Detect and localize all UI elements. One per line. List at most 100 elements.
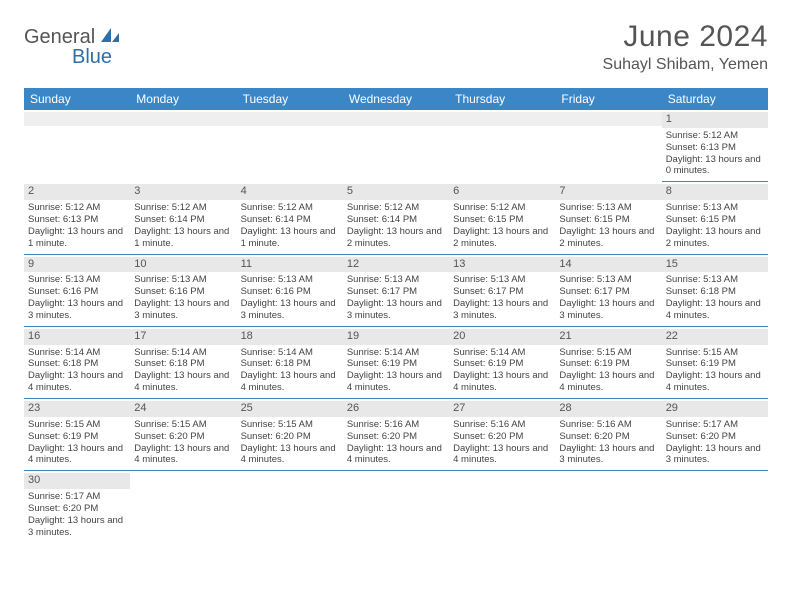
daylight-line: Daylight: 13 hours and 4 minutes. xyxy=(241,370,339,394)
calendar-cell: 21Sunrise: 5:15 AMSunset: 6:19 PMDayligh… xyxy=(555,327,661,399)
month-title: June 2024 xyxy=(603,20,768,54)
daylight-line: Daylight: 13 hours and 2 minutes. xyxy=(666,226,764,250)
sunrise-line: Sunrise: 5:14 AM xyxy=(347,347,445,359)
day-number: 30 xyxy=(24,473,130,489)
sunrise-line: Sunrise: 5:17 AM xyxy=(28,491,126,503)
daylight-line: Daylight: 13 hours and 4 minutes. xyxy=(453,443,551,467)
calendar-cell: 30Sunrise: 5:17 AMSunset: 6:20 PMDayligh… xyxy=(24,471,130,543)
calendar-body: 1Sunrise: 5:12 AMSunset: 6:13 PMDaylight… xyxy=(24,110,768,543)
sunset-line: Sunset: 6:19 PM xyxy=(666,358,764,370)
sunset-line: Sunset: 6:17 PM xyxy=(453,286,551,298)
calendar-cell xyxy=(343,110,449,182)
sunrise-line: Sunrise: 5:13 AM xyxy=(559,202,657,214)
calendar-cell: 18Sunrise: 5:14 AMSunset: 6:18 PMDayligh… xyxy=(237,327,343,399)
title-block: June 2024 Suhayl Shibam, Yemen xyxy=(603,20,768,74)
day-number: 22 xyxy=(662,329,768,345)
day-number: 29 xyxy=(662,401,768,417)
sunrise-line: Sunrise: 5:13 AM xyxy=(453,274,551,286)
day-number: 2 xyxy=(24,184,130,200)
day-number: 12 xyxy=(343,257,449,273)
day-number: 21 xyxy=(555,329,661,345)
calendar-cell: 9Sunrise: 5:13 AMSunset: 6:16 PMDaylight… xyxy=(24,255,130,327)
weekday-header: Tuesday xyxy=(237,88,343,110)
day-number: 27 xyxy=(449,401,555,417)
sunrise-line: Sunrise: 5:12 AM xyxy=(134,202,232,214)
day-number: 15 xyxy=(662,257,768,273)
calendar-cell: 28Sunrise: 5:16 AMSunset: 6:20 PMDayligh… xyxy=(555,399,661,471)
calendar-cell: 29Sunrise: 5:17 AMSunset: 6:20 PMDayligh… xyxy=(662,399,768,471)
day-number: 23 xyxy=(24,401,130,417)
weekday-header: Saturday xyxy=(662,88,768,110)
sunrise-line: Sunrise: 5:14 AM xyxy=(241,347,339,359)
sunset-line: Sunset: 6:18 PM xyxy=(134,358,232,370)
daylight-line: Daylight: 13 hours and 4 minutes. xyxy=(347,370,445,394)
sunrise-line: Sunrise: 5:12 AM xyxy=(453,202,551,214)
day-number: 25 xyxy=(237,401,343,417)
sunset-line: Sunset: 6:20 PM xyxy=(347,431,445,443)
sunset-line: Sunset: 6:15 PM xyxy=(559,214,657,226)
day-number: 8 xyxy=(662,184,768,200)
calendar-cell xyxy=(555,471,661,543)
day-number: 26 xyxy=(343,401,449,417)
sunset-line: Sunset: 6:17 PM xyxy=(347,286,445,298)
calendar-cell: 2Sunrise: 5:12 AMSunset: 6:13 PMDaylight… xyxy=(24,182,130,254)
calendar-cell: 22Sunrise: 5:15 AMSunset: 6:19 PMDayligh… xyxy=(662,327,768,399)
day-number: 7 xyxy=(555,184,661,200)
day-number: 24 xyxy=(130,401,236,417)
day-number: 5 xyxy=(343,184,449,200)
calendar-cell: 25Sunrise: 5:15 AMSunset: 6:20 PMDayligh… xyxy=(237,399,343,471)
sunset-line: Sunset: 6:19 PM xyxy=(347,358,445,370)
daylight-line: Daylight: 13 hours and 2 minutes. xyxy=(559,226,657,250)
sunset-line: Sunset: 6:19 PM xyxy=(453,358,551,370)
sunrise-line: Sunrise: 5:13 AM xyxy=(347,274,445,286)
daylight-line: Daylight: 13 hours and 2 minutes. xyxy=(347,226,445,250)
calendar-cell: 1Sunrise: 5:12 AMSunset: 6:13 PMDaylight… xyxy=(662,110,768,182)
sunset-line: Sunset: 6:15 PM xyxy=(453,214,551,226)
daylight-line: Daylight: 13 hours and 3 minutes. xyxy=(453,298,551,322)
sunset-line: Sunset: 6:20 PM xyxy=(453,431,551,443)
day-number: 16 xyxy=(24,329,130,345)
sunset-line: Sunset: 6:15 PM xyxy=(666,214,764,226)
calendar-cell xyxy=(237,471,343,543)
sunrise-line: Sunrise: 5:12 AM xyxy=(666,130,764,142)
day-number: 17 xyxy=(130,329,236,345)
calendar-cell xyxy=(555,110,661,182)
sunset-line: Sunset: 6:13 PM xyxy=(28,214,126,226)
sunrise-line: Sunrise: 5:14 AM xyxy=(134,347,232,359)
daylight-line: Daylight: 13 hours and 1 minute. xyxy=(28,226,126,250)
daylight-line: Daylight: 13 hours and 3 minutes. xyxy=(559,298,657,322)
weekday-header: Friday xyxy=(555,88,661,110)
weekday-header: Thursday xyxy=(449,88,555,110)
day-number: 20 xyxy=(449,329,555,345)
sunset-line: Sunset: 6:19 PM xyxy=(28,431,126,443)
calendar-header-row: SundayMondayTuesdayWednesdayThursdayFrid… xyxy=(24,88,768,110)
calendar-cell: 4Sunrise: 5:12 AMSunset: 6:14 PMDaylight… xyxy=(237,182,343,254)
logo-text-blue: Blue xyxy=(72,46,112,69)
sunrise-line: Sunrise: 5:13 AM xyxy=(241,274,339,286)
day-number: 14 xyxy=(555,257,661,273)
calendar-cell: 15Sunrise: 5:13 AMSunset: 6:18 PMDayligh… xyxy=(662,255,768,327)
calendar-cell xyxy=(662,471,768,543)
daylight-line: Daylight: 13 hours and 3 minutes. xyxy=(134,298,232,322)
sunset-line: Sunset: 6:13 PM xyxy=(666,142,764,154)
sunrise-line: Sunrise: 5:16 AM xyxy=(453,419,551,431)
calendar-cell xyxy=(237,110,343,182)
daylight-line: Daylight: 13 hours and 4 minutes. xyxy=(28,443,126,467)
calendar-cell: 16Sunrise: 5:14 AMSunset: 6:18 PMDayligh… xyxy=(24,327,130,399)
day-number: 4 xyxy=(237,184,343,200)
calendar-cell: 13Sunrise: 5:13 AMSunset: 6:17 PMDayligh… xyxy=(449,255,555,327)
sunset-line: Sunset: 6:16 PM xyxy=(28,286,126,298)
day-number: 13 xyxy=(449,257,555,273)
calendar-cell: 3Sunrise: 5:12 AMSunset: 6:14 PMDaylight… xyxy=(130,182,236,254)
daylight-line: Daylight: 13 hours and 3 minutes. xyxy=(28,298,126,322)
sunrise-line: Sunrise: 5:13 AM xyxy=(559,274,657,286)
day-number: 1 xyxy=(662,112,768,128)
daylight-line: Daylight: 13 hours and 3 minutes. xyxy=(559,443,657,467)
daylight-line: Daylight: 13 hours and 4 minutes. xyxy=(666,298,764,322)
sunset-line: Sunset: 6:20 PM xyxy=(241,431,339,443)
sunset-line: Sunset: 6:18 PM xyxy=(666,286,764,298)
sunset-line: Sunset: 6:14 PM xyxy=(241,214,339,226)
calendar-cell: 17Sunrise: 5:14 AMSunset: 6:18 PMDayligh… xyxy=(130,327,236,399)
day-number: 11 xyxy=(237,257,343,273)
daylight-line: Daylight: 13 hours and 4 minutes. xyxy=(559,370,657,394)
